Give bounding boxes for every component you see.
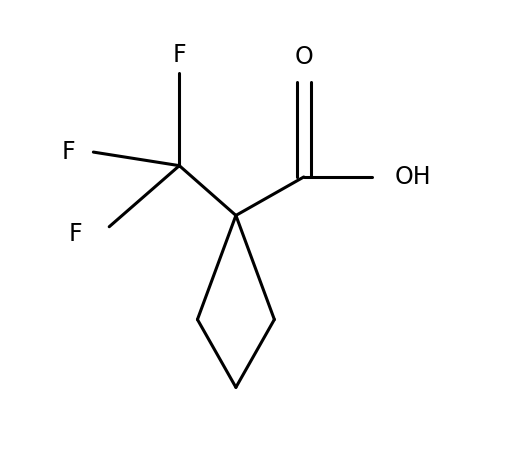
Text: O: O xyxy=(295,45,313,69)
Text: F: F xyxy=(61,140,75,164)
Text: F: F xyxy=(69,222,82,245)
Text: F: F xyxy=(173,43,186,67)
Text: OH: OH xyxy=(394,165,431,189)
